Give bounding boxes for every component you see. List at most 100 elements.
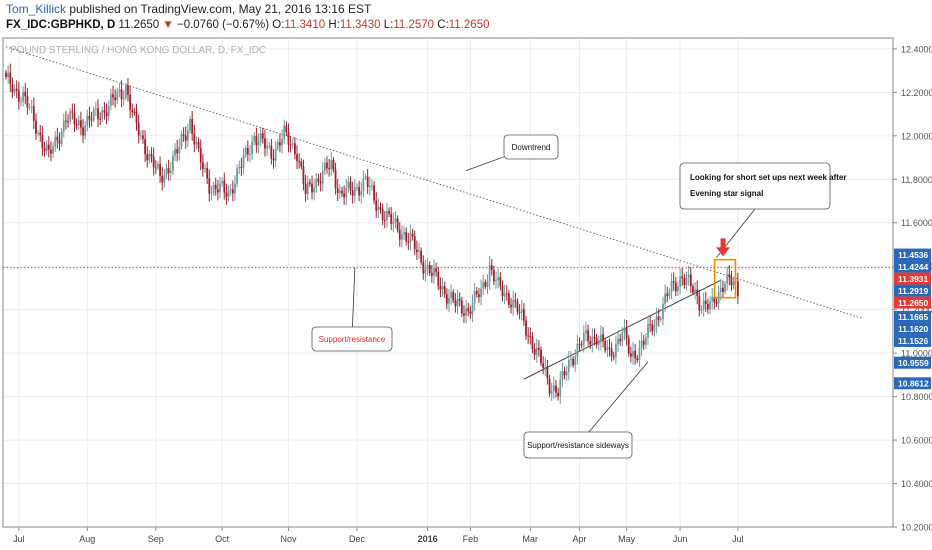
candle-body [537, 347, 540, 350]
candle-body [518, 312, 521, 314]
candle-body [82, 127, 84, 136]
candle-body [482, 282, 485, 289]
candle-body [28, 107, 31, 109]
candle-body [187, 130, 189, 141]
candle-body [424, 269, 427, 274]
last-price: 11.2650 [118, 19, 160, 31]
candle-body [580, 344, 583, 346]
candle-body [67, 121, 69, 123]
chart-header: Tom_Killick published on TradingView.com… [0, 0, 932, 36]
candle-body [632, 350, 634, 357]
candle-body [403, 232, 405, 235]
candle-body [249, 154, 251, 156]
candle-body [629, 353, 632, 357]
candle-body [24, 91, 27, 97]
candle-body [527, 335, 530, 337]
candle-body [439, 285, 442, 290]
candle-body [441, 285, 444, 290]
candle-body [561, 370, 564, 380]
candle-body [713, 296, 716, 302]
x-tick-label: Dec [349, 534, 366, 544]
candle-body [276, 142, 279, 149]
candle-body [689, 274, 692, 287]
candle-body [306, 182, 309, 194]
candle-body [508, 293, 510, 305]
candle-body [157, 164, 159, 168]
candle-body [467, 308, 470, 312]
candle-body [22, 91, 25, 102]
price-tag [894, 322, 931, 335]
down-arrow-icon: ▼ [162, 19, 174, 31]
candle-body [261, 133, 264, 139]
candle-body [698, 296, 701, 311]
candle-body [204, 168, 206, 170]
published-text: published on TradingView.com, May 21, 20… [66, 2, 372, 16]
candle-body [88, 115, 91, 120]
support-resistance-callout-box [311, 326, 393, 352]
candle-body [9, 72, 12, 84]
candle-body [15, 88, 18, 91]
candle-body [600, 334, 602, 343]
candle-body [550, 390, 553, 394]
candle-body [685, 277, 688, 285]
candle-body [146, 154, 149, 161]
sideways-callout-box [523, 431, 633, 459]
candle-body [490, 265, 493, 271]
candle-body [666, 293, 669, 297]
candle-body [396, 218, 399, 230]
candle-body [454, 300, 457, 307]
symbol-label[interactable]: FX_IDC:GBPHKD, D [6, 19, 116, 31]
candle-body [169, 170, 172, 173]
candle-body [287, 131, 290, 145]
candle-body [69, 111, 72, 122]
price-tag [894, 310, 931, 323]
candle-body [304, 183, 307, 194]
candle-body [62, 120, 65, 132]
candle-body [375, 200, 378, 211]
candle-body [92, 109, 95, 120]
candle-body [328, 168, 331, 170]
candle-body [642, 340, 645, 345]
candle-body [557, 392, 560, 397]
price-tag-label: 10.9559 [898, 358, 929, 368]
candle-body [364, 176, 367, 178]
candle-body [612, 355, 615, 357]
candle-body [709, 301, 711, 310]
x-tick-label: May [618, 534, 636, 544]
low-value: 11.2570 [393, 19, 435, 31]
candle-body [330, 159, 333, 169]
candle-body [591, 336, 594, 345]
x-tick-label: Sep [148, 534, 164, 544]
candle-body [308, 182, 311, 184]
chart-frame [2, 37, 894, 528]
candle-body [206, 168, 209, 179]
candle-body [353, 187, 356, 196]
price-tag-label: 11.1526 [898, 336, 929, 346]
candle-body [101, 110, 104, 120]
candle-body [636, 358, 639, 361]
candle-body [358, 187, 360, 196]
candle-body [272, 158, 275, 161]
author-link[interactable]: Tom_Killick [6, 2, 67, 16]
candle-body [597, 342, 600, 345]
candle-body [41, 135, 44, 148]
candle-body [139, 135, 142, 137]
candle-body [35, 120, 37, 134]
y-tick-label: 10.4000 [901, 479, 932, 489]
candle-body [719, 287, 722, 293]
candle-body [497, 277, 500, 281]
candle-body [302, 166, 305, 184]
candle-body [657, 316, 660, 320]
time-axis[interactable]: Jul Aug Sep Oct Nov Dec 2016 Feb Mar Apr May Jun Jul [13, 527, 744, 544]
candle-body [221, 180, 224, 184]
high-value: 11.3430 [339, 19, 381, 31]
candle-body [484, 282, 487, 287]
candle-body [415, 249, 418, 252]
candle-body [77, 120, 80, 126]
y-tick-label: 12.0000 [901, 131, 932, 141]
candle-body [240, 166, 243, 168]
candle-body [443, 285, 446, 295]
candle-body [582, 333, 585, 345]
candle-body [426, 264, 429, 270]
